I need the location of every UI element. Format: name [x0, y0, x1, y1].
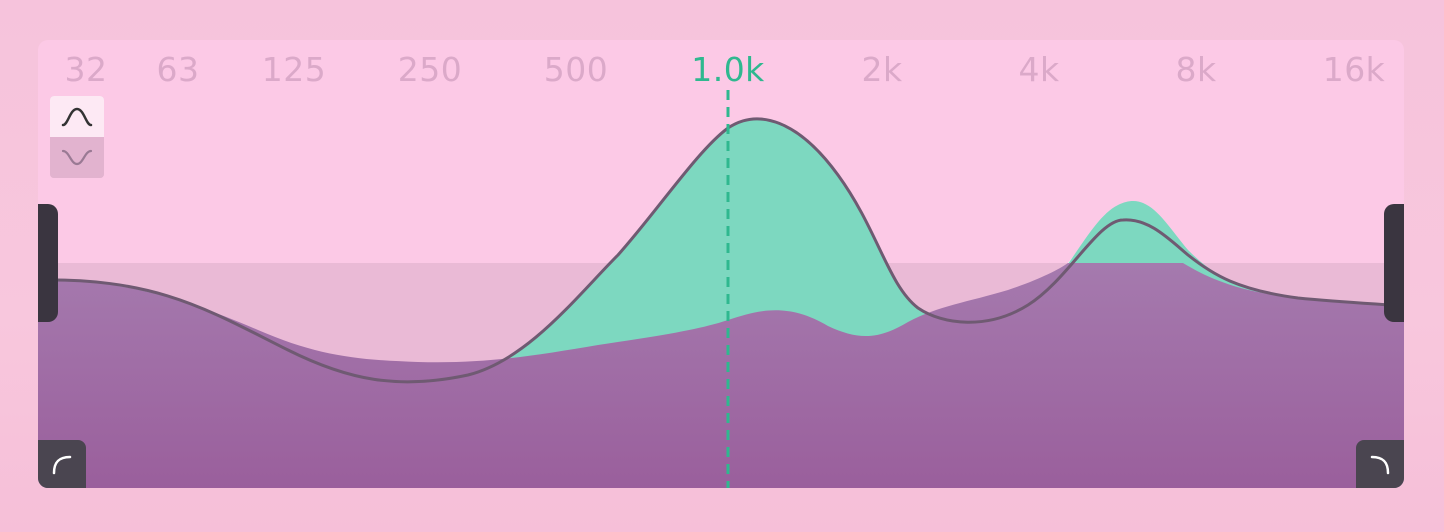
frequency-label-125: 125	[261, 50, 327, 89]
low-shelf-button[interactable]	[38, 440, 86, 488]
spectrum-fill	[38, 263, 1404, 488]
equalizer-panel[interactable]: 32 63 125 250 500 1.0k 2k 4k 8k 16k	[38, 40, 1404, 488]
left-gain-handle[interactable]	[38, 204, 58, 322]
frequency-label-4k: 4k	[1018, 50, 1060, 89]
frequency-label-32: 32	[64, 50, 108, 89]
low-shelf-icon	[52, 455, 72, 475]
frequency-label-1k-selected[interactable]: 1.0k	[691, 50, 765, 89]
frequency-label-2k: 2k	[861, 50, 903, 89]
frequency-label-63: 63	[156, 50, 200, 89]
notch-filter-button[interactable]	[50, 137, 104, 178]
bell-curve-icon	[61, 107, 93, 126]
notch-curve-icon	[61, 149, 93, 165]
eq-graph[interactable]	[38, 40, 1404, 488]
high-shelf-button[interactable]	[1356, 440, 1404, 488]
frequency-label-500: 500	[543, 50, 609, 89]
frequency-label-8k: 8k	[1175, 50, 1217, 89]
high-shelf-icon	[1370, 455, 1390, 475]
right-gain-handle[interactable]	[1384, 204, 1404, 322]
filter-type-toggle[interactable]	[50, 96, 104, 178]
frequency-label-250: 250	[397, 50, 463, 89]
bell-filter-button[interactable]	[50, 96, 104, 137]
eq-curve-line[interactable]	[38, 117, 1404, 384]
frequency-label-16k: 16k	[1322, 50, 1386, 89]
